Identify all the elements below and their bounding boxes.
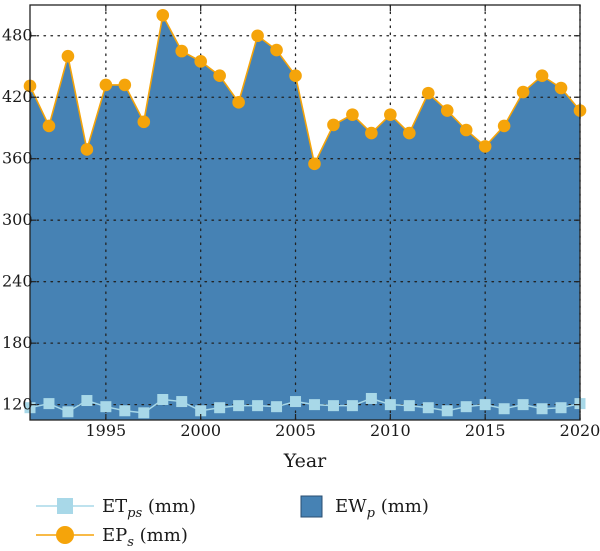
y-tick-label: 180: [2, 333, 33, 352]
etps-point: [422, 402, 434, 414]
x-tick-label: 2000: [180, 421, 221, 440]
x-tick-label: 2010: [370, 421, 411, 440]
legend-eps-marker: [56, 526, 74, 544]
legend-ewp-swatch: [300, 495, 323, 518]
eps-point: [384, 108, 397, 121]
etps-point: [460, 401, 472, 413]
y-tick-label: 120: [2, 395, 33, 414]
eps-point: [232, 96, 245, 109]
eps-point: [156, 8, 170, 22]
legend-ewp-label: EWp (mm): [335, 496, 429, 521]
etps-point: [43, 398, 55, 410]
etps-point: [62, 406, 74, 418]
eps-point: [42, 119, 56, 133]
etps-point: [479, 399, 491, 411]
eps-point: [194, 55, 207, 68]
eps-point: [251, 29, 264, 43]
x-axis-label: Year: [283, 450, 327, 472]
x-tick-label: 1995: [86, 421, 127, 440]
eps-point: [289, 69, 302, 83]
ew-area: [30, 15, 580, 420]
etps-point: [81, 395, 93, 407]
y-tick-label: 300: [2, 210, 33, 229]
etps-point: [403, 400, 415, 412]
eps-point: [137, 115, 151, 129]
etps-point: [252, 400, 264, 412]
etps-point: [536, 403, 548, 415]
eps-point: [516, 85, 530, 99]
etps-point: [271, 401, 283, 413]
eps-point: [535, 69, 549, 83]
eps-point: [213, 69, 226, 83]
x-tick-label: 2005: [275, 421, 316, 440]
etps-point: [176, 396, 188, 408]
eps-point: [497, 119, 511, 133]
eps-point: [421, 86, 435, 100]
etps-point: [214, 402, 226, 414]
etps-point: [384, 399, 396, 411]
etps-point: [441, 405, 453, 417]
etps-point: [498, 403, 510, 415]
etps-point: [138, 407, 150, 419]
eps-point: [403, 126, 416, 140]
eps-point: [459, 123, 473, 137]
etps-point: [119, 405, 131, 417]
eps-point: [440, 104, 454, 117]
eps-point: [270, 43, 283, 57]
y-tick-label: 240: [2, 272, 33, 291]
etps-point: [365, 392, 377, 404]
legend-eps-label: EPs (mm): [102, 525, 188, 547]
x-tick-label: 2015: [465, 421, 506, 440]
eps-point: [61, 49, 75, 63]
eps-point: [327, 118, 340, 132]
eps-point: [99, 78, 113, 92]
etps-point: [157, 394, 169, 406]
etps-point: [308, 399, 320, 411]
x-tick-label: 2020: [560, 421, 600, 440]
y-tick-label: 360: [2, 149, 33, 168]
eps-point: [308, 157, 321, 171]
etps-point: [517, 399, 529, 411]
eps-point: [80, 143, 94, 156]
etps-point: [555, 402, 567, 414]
eps-point: [365, 126, 378, 140]
etps-point: [195, 405, 207, 417]
eps-point: [346, 108, 359, 121]
etps-point: [290, 396, 302, 408]
eps-point: [118, 78, 132, 92]
legend-etps-marker: [57, 498, 73, 514]
etps-point: [346, 400, 358, 412]
plot-frame: [29, 4, 581, 421]
etps-point: [100, 401, 112, 413]
eps-point: [175, 44, 189, 58]
eps-point: [554, 81, 568, 95]
y-tick-label: 420: [2, 87, 33, 106]
eps-point: [478, 140, 492, 153]
legend-etps-label: ETps (mm): [102, 496, 196, 521]
etps-point: [327, 400, 339, 412]
y-tick-label: 480: [2, 26, 33, 45]
etps-point: [233, 400, 245, 412]
